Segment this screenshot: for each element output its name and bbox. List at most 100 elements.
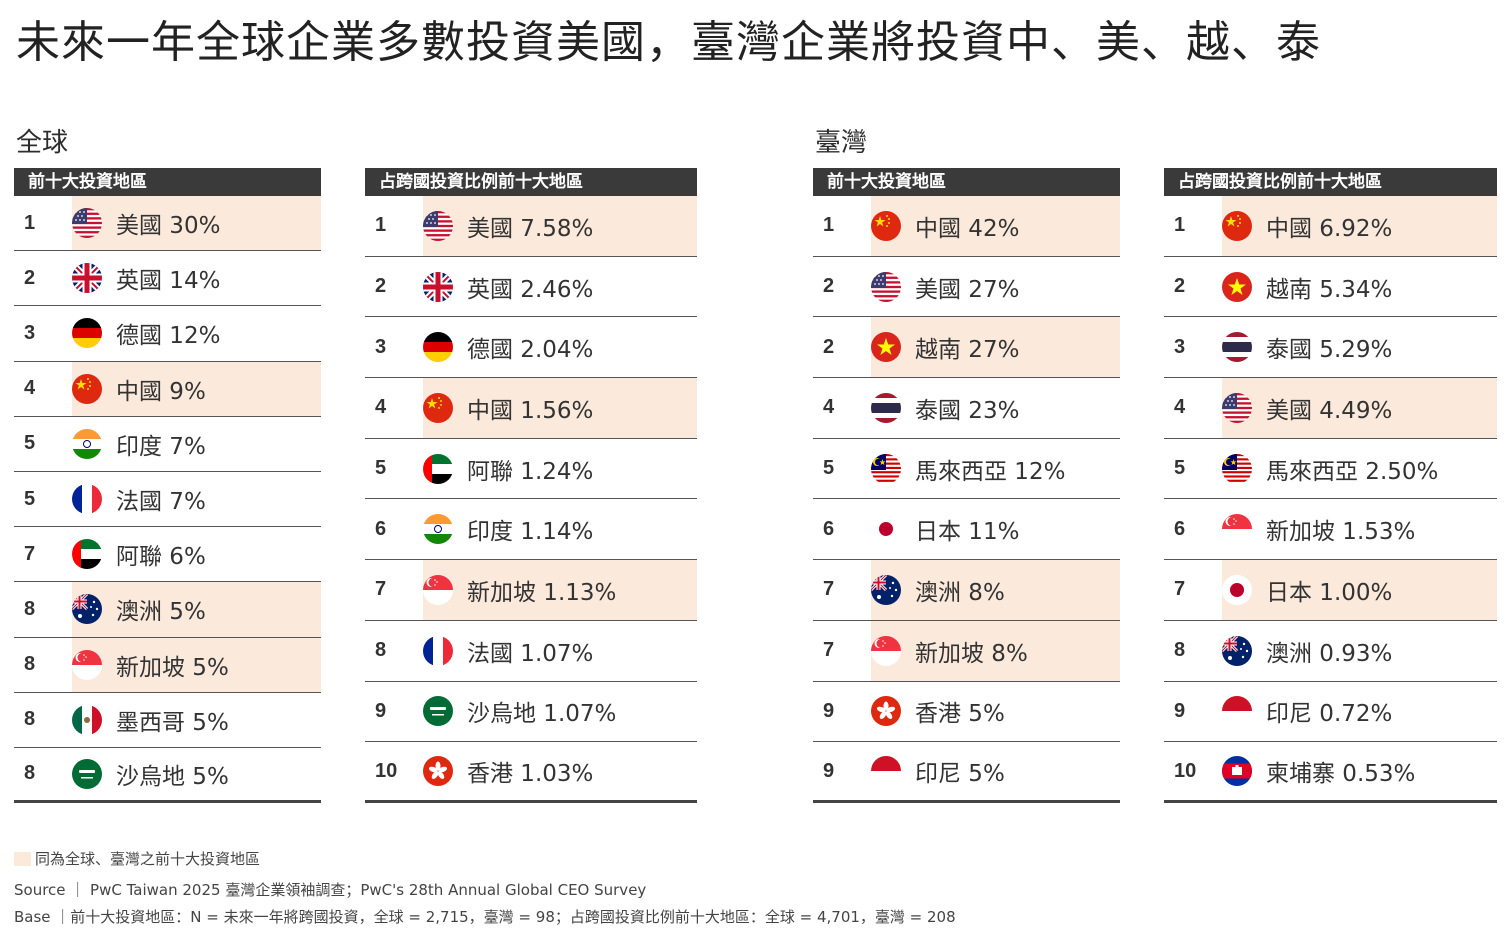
rank-number: 6: [375, 517, 387, 540]
rank-number: 4: [375, 396, 387, 419]
country-label: 阿聯 6%: [116, 544, 206, 571]
sg-flag-icon: [423, 574, 453, 605]
country-label: 日本 11%: [915, 519, 1020, 546]
table-row: 6 日本 11%: [813, 499, 1120, 561]
table-row: 10 柬埔寨 0.53%: [1164, 742, 1497, 803]
taiwan-top10-table: 前十大投資地區 1 中國 42% 2 美國 27% 2 越南 27% 4 泰國 23% 5 馬來西亞…: [813, 168, 1120, 803]
table-row: 5 法國 7%: [14, 472, 321, 528]
table-row: 2 越南 5.34%: [1164, 257, 1497, 318]
de-flag-icon: [72, 318, 102, 349]
global-top10-table: 前十大投資地區 1 美國 30% 2 英國 14% 3 德國 12% 4 中國 9% 5 印度 7%…: [14, 168, 321, 804]
table-row: 2 越南 27%: [813, 317, 1120, 379]
table-row: 7 新加坡 1.13%: [365, 560, 697, 621]
in-flag-icon: [423, 514, 453, 545]
country-label: 中國 42%: [915, 215, 1020, 242]
table-row: 5 印度 7%: [14, 417, 321, 472]
country-label: 新加坡 5%: [116, 654, 229, 681]
table-row: 8 墨西哥 5%: [14, 693, 321, 748]
country-label: 美國 27%: [915, 276, 1020, 303]
row-highlight: [72, 361, 321, 416]
rank-number: 1: [823, 214, 835, 237]
country-label: 美國 30%: [116, 213, 221, 240]
rank-number: 1: [24, 211, 36, 234]
table-row: 2 英國 2.46%: [365, 257, 697, 318]
table-row: 6 新加坡 1.53%: [1164, 499, 1497, 561]
fr-flag-icon: [423, 635, 453, 666]
rank-number: 2: [823, 275, 835, 298]
row-highlight: [423, 378, 697, 438]
row-highlight: [72, 196, 321, 251]
rank-number: 1: [375, 214, 387, 237]
row-highlight: [871, 196, 1120, 256]
table-row: 8 澳洲 5%: [14, 582, 321, 638]
us-flag-icon: [1222, 392, 1252, 423]
table-row: 4 中國 9%: [14, 361, 321, 417]
cn-flag-icon: [871, 210, 901, 241]
rank-number: 2: [1174, 275, 1186, 298]
table-header: 占跨國投資比例前十大地區: [1164, 168, 1497, 196]
section-label-taiwan: 臺灣: [815, 128, 868, 158]
rank-number: 2: [823, 335, 835, 358]
cn-flag-icon: [1222, 210, 1252, 241]
rank-number: 9: [375, 699, 387, 722]
uk-flag-icon: [423, 271, 453, 302]
legend-swatch: [14, 851, 31, 866]
table-row: 1 中國 42%: [813, 196, 1120, 257]
country-label: 越南 5.34%: [1266, 276, 1393, 303]
country-label: 日本 1.00%: [1266, 579, 1393, 606]
country-label: 中國 6.92%: [1266, 215, 1393, 242]
rank-number: 5: [823, 457, 835, 480]
country-label: 中國 1.56%: [467, 397, 594, 424]
country-label: 泰國 5.29%: [1266, 337, 1393, 364]
rank-number: 8: [1174, 639, 1186, 662]
fr-flag-icon: [72, 484, 102, 515]
rank-number: 8: [24, 708, 36, 731]
row-highlight: [1222, 378, 1497, 438]
rank-number: 10: [375, 759, 398, 782]
table-row: 5 阿聯 1.24%: [365, 439, 697, 500]
jp-flag-icon: [871, 514, 901, 545]
rank-number: 7: [823, 578, 835, 601]
global-share-table: 占跨國投資比例前十大地區 1 美國 7.58% 2 英國 2.46% 3 德國 2.04% 4…: [365, 168, 697, 803]
row-highlight: [72, 582, 321, 637]
table-row: 3 德國 12%: [14, 306, 321, 362]
rank-number: 3: [1174, 335, 1186, 358]
base-note: Base ｜前十大投資地區：N = 未來一年將跨國投資，全球 = 2,715，臺…: [14, 908, 956, 926]
table-header: 前十大投資地區: [813, 168, 1120, 196]
country-label: 中國 9%: [116, 378, 206, 405]
country-label: 澳洲 0.93%: [1266, 640, 1393, 667]
country-label: 泰國 23%: [915, 397, 1020, 424]
id-flag-icon: [1222, 696, 1252, 727]
country-label: 美國 7.58%: [467, 215, 594, 242]
rank-number: 2: [375, 275, 387, 298]
row-highlight: [871, 620, 1120, 681]
country-label: 美國 4.49%: [1266, 397, 1393, 424]
country-label: 法國 1.07%: [467, 640, 594, 667]
kh-flag-icon: [1222, 756, 1252, 787]
rank-number: 6: [1174, 517, 1186, 540]
rank-number: 2: [24, 266, 36, 289]
rank-number: 5: [1174, 457, 1186, 480]
rank-number: 5: [24, 432, 36, 455]
rank-number: 5: [24, 487, 36, 510]
hk-flag-icon: [423, 756, 453, 787]
row-highlight: [423, 196, 697, 256]
country-label: 澳洲 5%: [116, 599, 206, 626]
country-label: 德國 2.04%: [467, 337, 594, 364]
uk-flag-icon: [72, 263, 102, 294]
table-header: 占跨國投資比例前十大地區: [365, 168, 697, 196]
th-flag-icon: [871, 392, 901, 423]
country-label: 印度 7%: [116, 433, 206, 460]
country-label: 澳洲 8%: [915, 579, 1005, 606]
country-label: 香港 1.03%: [467, 761, 594, 788]
rank-number: 6: [823, 517, 835, 540]
my-flag-icon: [1222, 453, 1252, 484]
rank-number: 3: [375, 335, 387, 358]
country-label: 印尼 0.72%: [1266, 701, 1393, 728]
table-row: 3 德國 2.04%: [365, 317, 697, 379]
rank-number: 8: [24, 762, 36, 785]
table-row: 8 法國 1.07%: [365, 621, 697, 682]
rank-number: 7: [24, 542, 36, 565]
taiwan-share-table: 占跨國投資比例前十大地區 1 中國 6.92% 2 越南 5.34% 3 泰國 5.29% 4…: [1164, 168, 1497, 803]
table-row: 7 日本 1.00%: [1164, 560, 1497, 621]
